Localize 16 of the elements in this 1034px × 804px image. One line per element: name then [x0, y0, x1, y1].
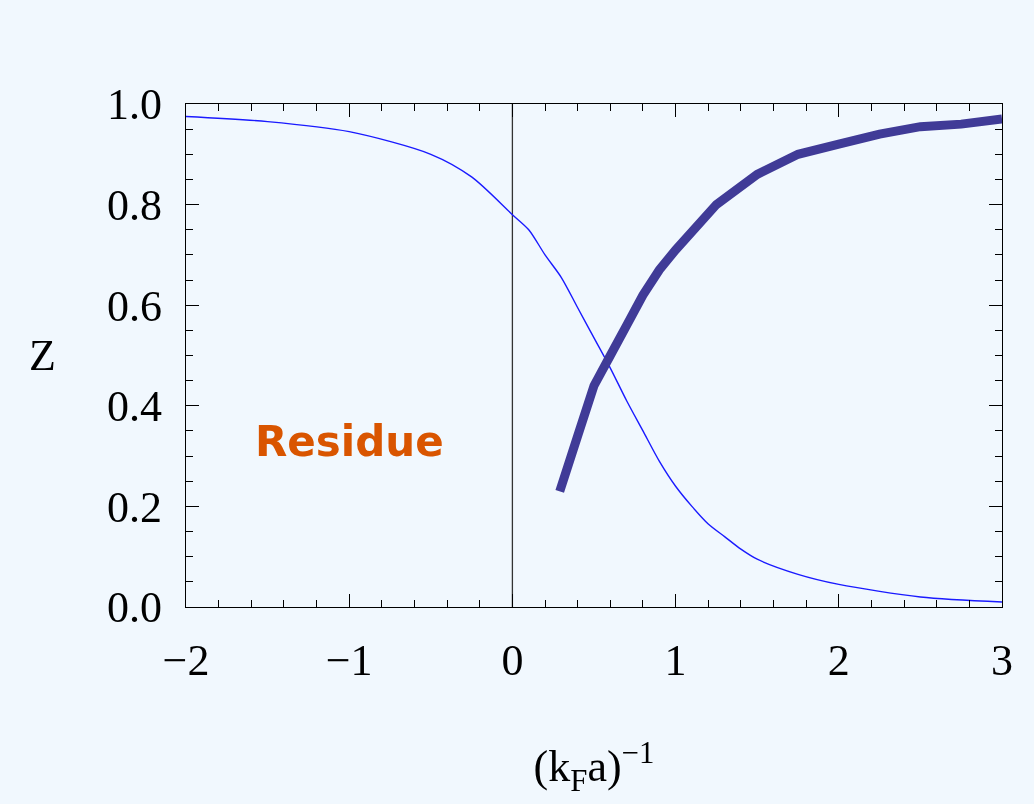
x-tick-label: 0 — [501, 636, 524, 685]
y-tick-label: 1.0 — [107, 80, 162, 130]
annotation: Residue — [255, 417, 444, 466]
y-tick-label: 0.6 — [107, 281, 162, 331]
y-tick-label: 0.4 — [107, 382, 162, 432]
x-tick-label: −1 — [325, 636, 373, 685]
x-tick-label: 3 — [991, 636, 1013, 685]
x-tick-label: 1 — [664, 636, 687, 685]
y-tick-label: 0.8 — [107, 181, 162, 230]
x-tick-label: 2 — [827, 636, 850, 685]
y-tick-label: 0.2 — [107, 482, 162, 532]
y-axis-title: Z — [29, 331, 56, 380]
line-series — [186, 115, 1002, 603]
y-tick-label: 0.0 — [107, 583, 162, 633]
x-tick-label: −2 — [162, 636, 210, 685]
x-axis-title: (k$_{F}$a)$^{−1}$ — [533, 735, 655, 798]
